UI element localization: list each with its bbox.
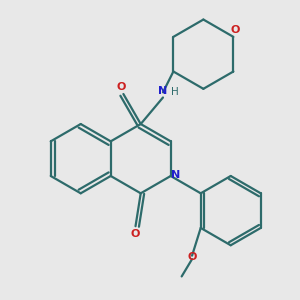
Text: O: O bbox=[131, 229, 140, 239]
Text: O: O bbox=[117, 82, 126, 92]
Text: H: H bbox=[171, 87, 179, 97]
Text: O: O bbox=[230, 25, 240, 35]
Text: O: O bbox=[188, 252, 197, 262]
Text: N: N bbox=[158, 85, 168, 96]
Text: N: N bbox=[171, 169, 180, 180]
